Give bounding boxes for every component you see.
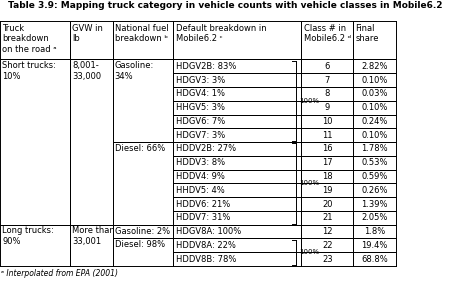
Text: More than
33,001: More than 33,001 xyxy=(72,226,115,246)
Text: 1.8%: 1.8% xyxy=(364,227,385,236)
Text: Short trucks:
10%: Short trucks: 10% xyxy=(2,61,56,81)
Text: 17: 17 xyxy=(322,158,333,167)
Text: HDDV3: 8%: HDDV3: 8% xyxy=(176,158,225,167)
Text: 8,001-
33,000: 8,001- 33,000 xyxy=(72,61,101,81)
Text: Final
share: Final share xyxy=(356,24,379,44)
Text: 18: 18 xyxy=(322,172,333,181)
Text: 0.53%: 0.53% xyxy=(361,158,388,167)
Text: 0.03%: 0.03% xyxy=(361,89,388,98)
Text: 19.4%: 19.4% xyxy=(361,241,388,250)
Text: 68.8%: 68.8% xyxy=(361,255,388,264)
Text: 9: 9 xyxy=(325,103,330,112)
Text: 7: 7 xyxy=(325,76,330,85)
Text: HDDV6: 21%: HDDV6: 21% xyxy=(176,200,230,209)
Text: 100%: 100% xyxy=(300,249,320,255)
Text: HDGV6: 7%: HDGV6: 7% xyxy=(176,117,225,126)
Text: 0.59%: 0.59% xyxy=(361,172,388,181)
Text: 11: 11 xyxy=(322,131,333,140)
Text: Long trucks:
90%: Long trucks: 90% xyxy=(2,226,54,246)
Text: 1.78%: 1.78% xyxy=(361,144,388,153)
Text: HDDV8B: 78%: HDDV8B: 78% xyxy=(176,255,236,264)
Text: ᵃ Interpolated from EPA (2001): ᵃ Interpolated from EPA (2001) xyxy=(1,269,118,278)
Text: GVW in
lb: GVW in lb xyxy=(72,24,103,44)
Text: HDDV2B: 27%: HDDV2B: 27% xyxy=(176,144,236,153)
Text: Gasoline: 2%: Gasoline: 2% xyxy=(115,227,170,236)
Text: 22: 22 xyxy=(322,241,333,250)
Text: 19: 19 xyxy=(322,186,333,195)
Text: Gasoline:
34%: Gasoline: 34% xyxy=(115,61,154,81)
Text: 0.10%: 0.10% xyxy=(361,131,388,140)
Text: Class # in
Mobile6.2 ᵈ: Class # in Mobile6.2 ᵈ xyxy=(304,24,351,44)
Text: 16: 16 xyxy=(322,144,333,153)
Text: 0.26%: 0.26% xyxy=(361,186,388,195)
Text: HDGV3: 3%: HDGV3: 3% xyxy=(176,76,225,85)
Text: HHDV5: 4%: HHDV5: 4% xyxy=(176,186,224,195)
Text: 12: 12 xyxy=(322,227,333,236)
Text: HDDV4: 9%: HDDV4: 9% xyxy=(176,172,225,181)
Text: HDGV4: 1%: HDGV4: 1% xyxy=(176,89,225,98)
Text: 10: 10 xyxy=(322,117,333,126)
Text: 23: 23 xyxy=(322,255,333,264)
Text: HDDV7: 31%: HDDV7: 31% xyxy=(176,213,230,222)
Text: HHGV5: 3%: HHGV5: 3% xyxy=(176,103,225,112)
Text: 1.39%: 1.39% xyxy=(361,200,388,209)
Text: National fuel
breakdown ᵇ: National fuel breakdown ᵇ xyxy=(115,24,168,44)
Text: 0.10%: 0.10% xyxy=(361,76,388,85)
Text: 100%: 100% xyxy=(300,180,320,186)
Text: 21: 21 xyxy=(322,213,333,222)
Text: 2.05%: 2.05% xyxy=(361,213,388,222)
Text: HDGV8A: 100%: HDGV8A: 100% xyxy=(176,227,241,236)
Text: Diesel: 66%: Diesel: 66% xyxy=(115,144,165,153)
Text: 100%: 100% xyxy=(300,98,320,104)
Text: HDDV8A: 22%: HDDV8A: 22% xyxy=(176,241,235,250)
Text: Default breakdown in
Mobile6.2 ᶜ: Default breakdown in Mobile6.2 ᶜ xyxy=(176,24,266,44)
Text: Diesel: 98%: Diesel: 98% xyxy=(115,240,165,249)
Text: 0.24%: 0.24% xyxy=(361,117,388,126)
Text: Truck
breakdown
on the road ᵃ: Truck breakdown on the road ᵃ xyxy=(2,24,57,54)
Text: HDGV7: 3%: HDGV7: 3% xyxy=(176,131,225,140)
Text: HDGV2B: 83%: HDGV2B: 83% xyxy=(176,62,236,71)
Text: 0.10%: 0.10% xyxy=(361,103,388,112)
Text: Table 3.9: Mapping truck category in vehicle counts with vehicle classes in Mobi: Table 3.9: Mapping truck category in veh… xyxy=(8,1,442,10)
Text: 2.82%: 2.82% xyxy=(361,62,388,71)
Text: 8: 8 xyxy=(325,89,330,98)
Text: 6: 6 xyxy=(325,62,330,71)
Text: 20: 20 xyxy=(322,200,333,209)
